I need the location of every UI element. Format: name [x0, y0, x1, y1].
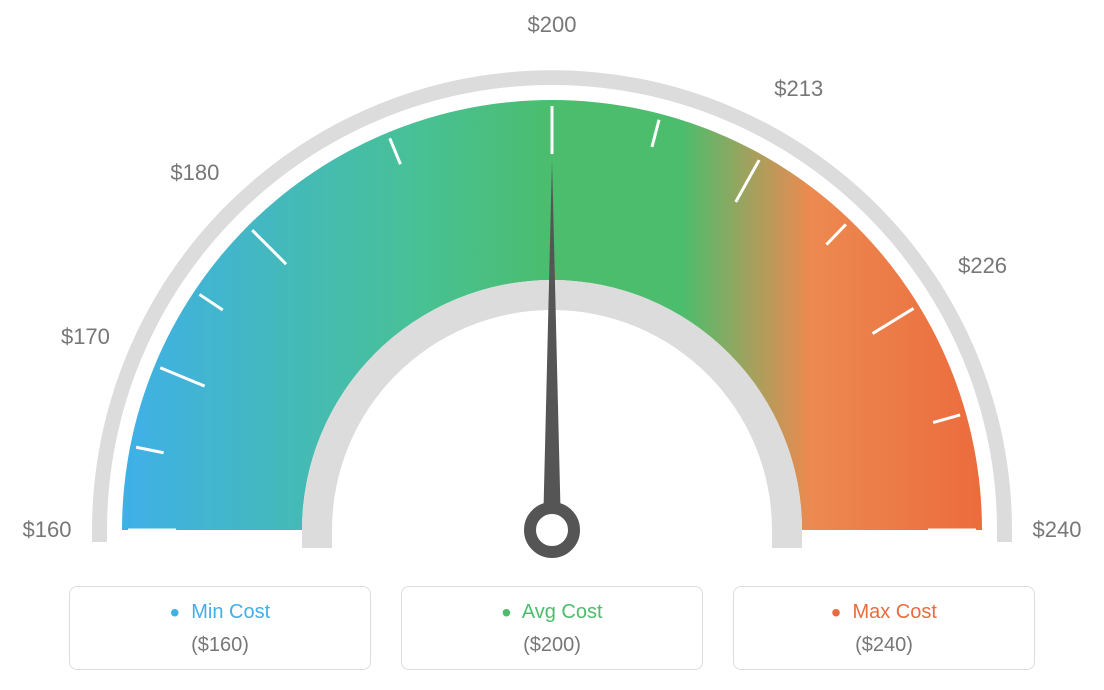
cost-gauge-container: $160 $170 $180 $200 $213 $226 $240 • Min Cost …: [0, 0, 1104, 690]
gauge-tick-label: $226: [958, 253, 1007, 279]
gauge-svg: [0, 0, 1104, 560]
legend-label-max: Max Cost: [852, 601, 936, 623]
gauge-tick-label: $180: [170, 160, 219, 186]
legend-label-avg: Avg Cost: [522, 601, 603, 623]
legend-title-max: • Max Cost: [734, 601, 1034, 624]
legend-value-max: ($240): [734, 634, 1034, 657]
legend-value-avg: ($200): [402, 634, 702, 657]
gauge-tick-label: $200: [528, 12, 577, 38]
legend-title-min: • Min Cost: [70, 601, 370, 624]
gauge-chart: $160 $170 $180 $200 $213 $226 $240: [0, 0, 1104, 560]
gauge-tick-label: $240: [1033, 517, 1082, 543]
legend-dot-min: •: [170, 597, 180, 628]
legend-value-min: ($160): [70, 634, 370, 657]
legend-dot-max: •: [831, 597, 841, 628]
legend-box-min: • Min Cost ($160): [69, 586, 371, 670]
legend-row: • Min Cost ($160) • Avg Cost ($200) • Ma…: [0, 586, 1104, 670]
legend-label-min: Min Cost: [191, 601, 270, 623]
legend-title-avg: • Avg Cost: [402, 601, 702, 624]
gauge-tick-label: $170: [61, 324, 110, 350]
gauge-tick-label: $160: [23, 517, 72, 543]
gauge-tick-label: $213: [774, 76, 823, 102]
legend-box-max: • Max Cost ($240): [733, 586, 1035, 670]
legend-dot-avg: •: [501, 597, 511, 628]
legend-box-avg: • Avg Cost ($200): [401, 586, 703, 670]
